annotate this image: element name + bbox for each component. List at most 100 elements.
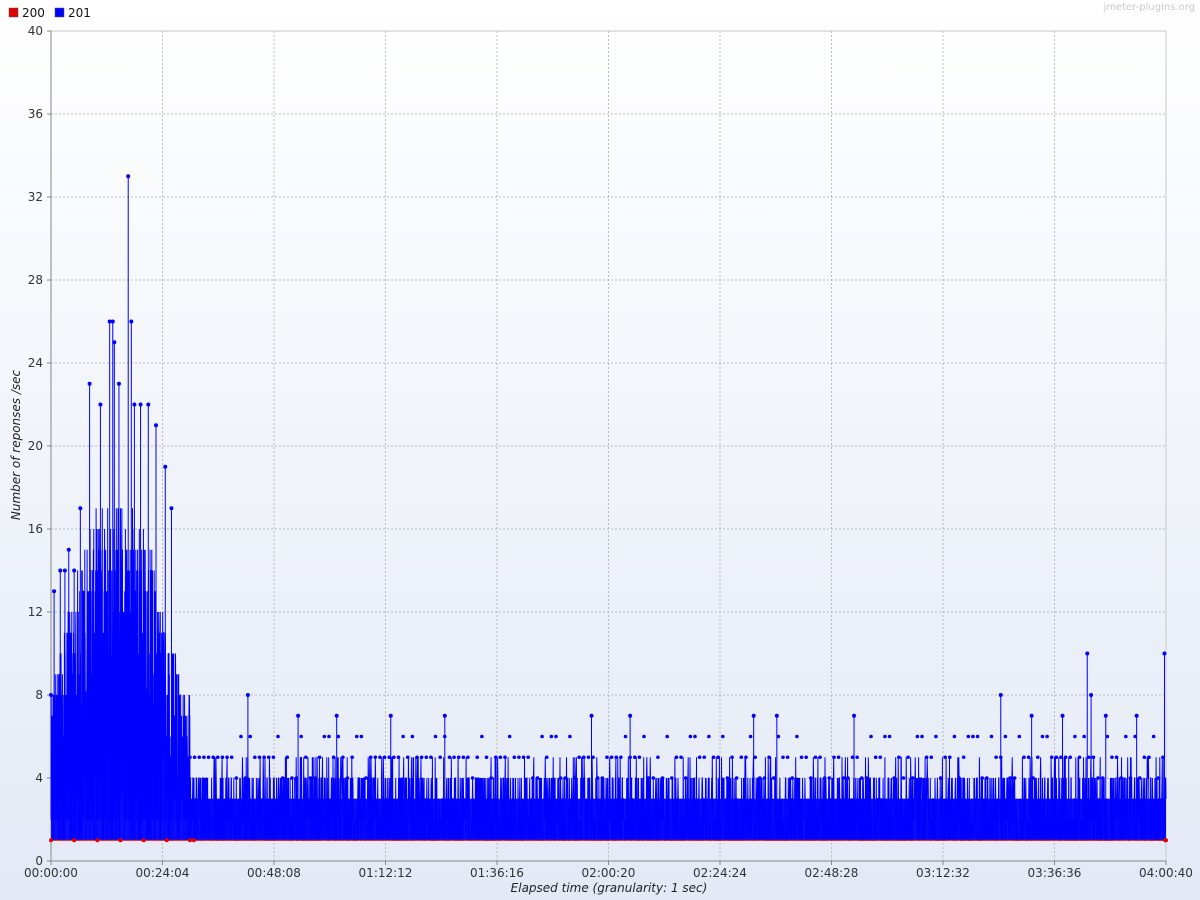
series-201-point (1161, 755, 1165, 760)
series-201-point (126, 174, 131, 179)
y-tick-label: 40 (28, 24, 43, 38)
series-201-point (234, 776, 239, 780)
series-201-point (915, 734, 920, 739)
series-201-point (215, 755, 220, 760)
series-201-point (707, 734, 711, 739)
series-201-point (818, 755, 822, 760)
series-200-point (72, 838, 77, 843)
series-201-point (1151, 734, 1156, 739)
series-201-point (776, 734, 781, 739)
series-201-point (1142, 755, 1147, 760)
series-201-point (296, 713, 301, 718)
series-201-point (878, 755, 883, 760)
series-200-point (191, 838, 196, 843)
series-201-point (827, 776, 832, 780)
series-201-point (1128, 776, 1133, 780)
series-201-point (1045, 734, 1049, 739)
x-tick-label: 00:00:00 (24, 866, 78, 880)
y-tick-label: 8 (35, 688, 43, 702)
y-tick-label: 0 (35, 854, 43, 868)
series-201-point (410, 734, 415, 739)
series-201-point (493, 755, 498, 760)
series-201-point (87, 381, 92, 386)
series-201-point (920, 734, 924, 739)
series-201-point (382, 755, 387, 760)
series-201-point (154, 423, 159, 428)
series-201-point (1073, 734, 1077, 739)
series-201-point (211, 755, 215, 760)
series-201-point (415, 755, 419, 760)
series-201-point (674, 755, 679, 760)
series-201-point (1008, 776, 1012, 780)
x-axis-title: Elapsed time (granularity: 1 sec) (511, 881, 708, 895)
series-201-point (66, 547, 71, 552)
series-201-point (229, 755, 234, 760)
series-201-point (1105, 734, 1110, 739)
series-201-point (489, 776, 493, 780)
series-201-point (544, 755, 549, 760)
series-201-point (859, 776, 864, 780)
x-tick-label: 01:12:12 (359, 866, 413, 880)
y-tick-label: 28 (28, 273, 43, 287)
series-201-point (994, 755, 998, 760)
series-201-point (623, 734, 628, 739)
series-201-point (971, 734, 975, 739)
watermark: jmeter-plugins.org (1102, 2, 1195, 13)
series-201-point (748, 734, 753, 739)
series-201-point (614, 755, 619, 760)
series-201-point (271, 755, 276, 760)
series-201-point (1063, 755, 1068, 760)
series-201-point (373, 755, 378, 760)
series-201-point (753, 755, 758, 760)
series-201-point (1031, 776, 1035, 780)
series-201-point (906, 755, 910, 760)
grid (51, 30, 1167, 861)
series-201-point (774, 713, 779, 718)
series-201-point (334, 713, 339, 718)
series-201-point (521, 755, 526, 760)
series-201-point (327, 734, 331, 739)
series-201-point (804, 755, 808, 760)
series-201-point (589, 713, 594, 718)
series-201-point (531, 776, 535, 780)
series-201-point (62, 568, 67, 573)
series-201-point (887, 734, 892, 739)
series-201-point (1089, 693, 1094, 697)
series-201-point (980, 776, 985, 780)
series-200-point (95, 838, 100, 843)
series-200-point (164, 838, 169, 843)
series-201-point (813, 755, 818, 760)
series-201-point (841, 776, 846, 780)
series-201-point (679, 755, 683, 760)
legend-label-200: 200 (22, 6, 45, 20)
series-200-point (118, 838, 123, 843)
series-201-point (767, 755, 771, 760)
series-201-point (771, 776, 776, 780)
series-201-point (466, 755, 470, 760)
series-201-point (873, 755, 878, 760)
series-201-point (1162, 651, 1167, 656)
series-201-point (341, 755, 345, 760)
series-201-point (758, 776, 762, 780)
series-201-point (129, 319, 134, 324)
series-201-point (985, 776, 989, 780)
series-201-point (989, 734, 994, 739)
series-201-point (670, 776, 674, 780)
series-201-point (266, 755, 271, 760)
series-201-point (368, 755, 373, 760)
series-201-point (1017, 734, 1022, 739)
series-200-point (49, 838, 53, 843)
y-tick-label: 12 (28, 605, 43, 619)
series-201-point (188, 755, 192, 760)
series-201-point (846, 776, 850, 780)
series-201-point (725, 776, 730, 780)
series-201-point (280, 776, 285, 780)
series-201-point (883, 734, 887, 739)
series-201-point (248, 734, 253, 739)
series-201-point (975, 734, 980, 739)
series-201-point (225, 755, 229, 760)
series-201-point (910, 776, 915, 780)
series-201-point (869, 734, 873, 739)
series-201-point (558, 776, 563, 780)
